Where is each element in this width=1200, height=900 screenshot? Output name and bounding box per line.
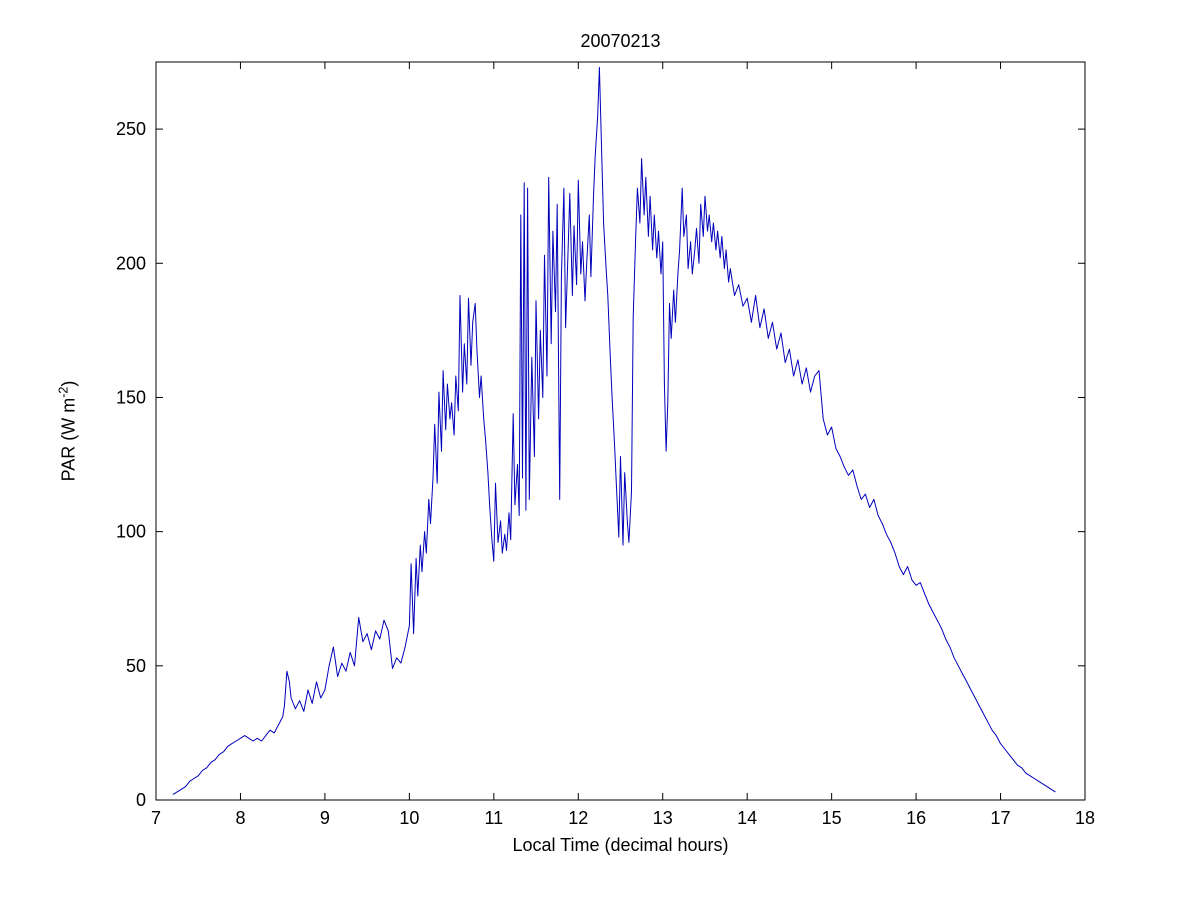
par-line-series (172, 66, 1056, 796)
x-tick-label: 9 (320, 808, 330, 828)
x-tick-label: 7 (151, 808, 161, 828)
x-tick-label: 17 (991, 808, 1011, 828)
x-tick-label: 11 (484, 808, 503, 828)
y-tick-label: 200 (116, 253, 146, 273)
y-tick-label: 150 (116, 387, 146, 407)
axes-box (155, 61, 1086, 801)
x-tick-label: 13 (653, 808, 673, 828)
x-tick-label: 14 (737, 808, 757, 828)
chart-title: 20070213 (580, 31, 661, 51)
x-axis-label: Local Time (decimal hours) (512, 835, 729, 855)
y-tick-label: 50 (126, 656, 146, 676)
x-tick-label: 8 (235, 808, 245, 828)
y-tick-label: 0 (136, 790, 146, 810)
x-tick-label: 12 (568, 808, 588, 828)
y-tick-label: 250 (116, 119, 146, 139)
x-tick-label: 15 (822, 808, 842, 828)
y-tick-label: 100 (116, 522, 146, 542)
x-tick-label: 18 (1075, 808, 1095, 828)
x-tick-label: 16 (906, 808, 926, 828)
x-tick-label: 10 (399, 808, 419, 828)
